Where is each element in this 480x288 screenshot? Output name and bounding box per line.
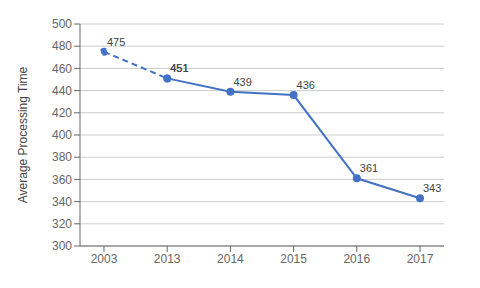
svg-text:420: 420 [52,106,72,120]
svg-text:2016: 2016 [343,252,370,266]
svg-text:300: 300 [52,239,72,253]
svg-text:361: 361 [360,162,378,174]
svg-text:475: 475 [107,36,125,48]
svg-text:436: 436 [297,79,315,91]
svg-text:400: 400 [52,128,72,142]
svg-text:480: 480 [52,39,72,53]
svg-text:460: 460 [52,62,72,76]
svg-text:320: 320 [52,217,72,231]
svg-text:2003: 2003 [91,252,118,266]
svg-text:2017: 2017 [407,252,434,266]
svg-text:451: 451 [170,62,188,74]
svg-text:Average Processing Time: Average Processing Time [16,66,30,203]
svg-text:360: 360 [52,173,72,187]
svg-text:2013: 2013 [154,252,181,266]
svg-text:440: 440 [52,84,72,98]
svg-text:2015: 2015 [280,252,307,266]
svg-text:451: 451 [170,62,188,74]
svg-text:439: 439 [233,76,251,88]
svg-text:380: 380 [52,150,72,164]
svg-text:340: 340 [52,195,72,209]
svg-text:343: 343 [423,182,441,194]
svg-text:2014: 2014 [217,252,244,266]
svg-text:500: 500 [52,17,72,31]
